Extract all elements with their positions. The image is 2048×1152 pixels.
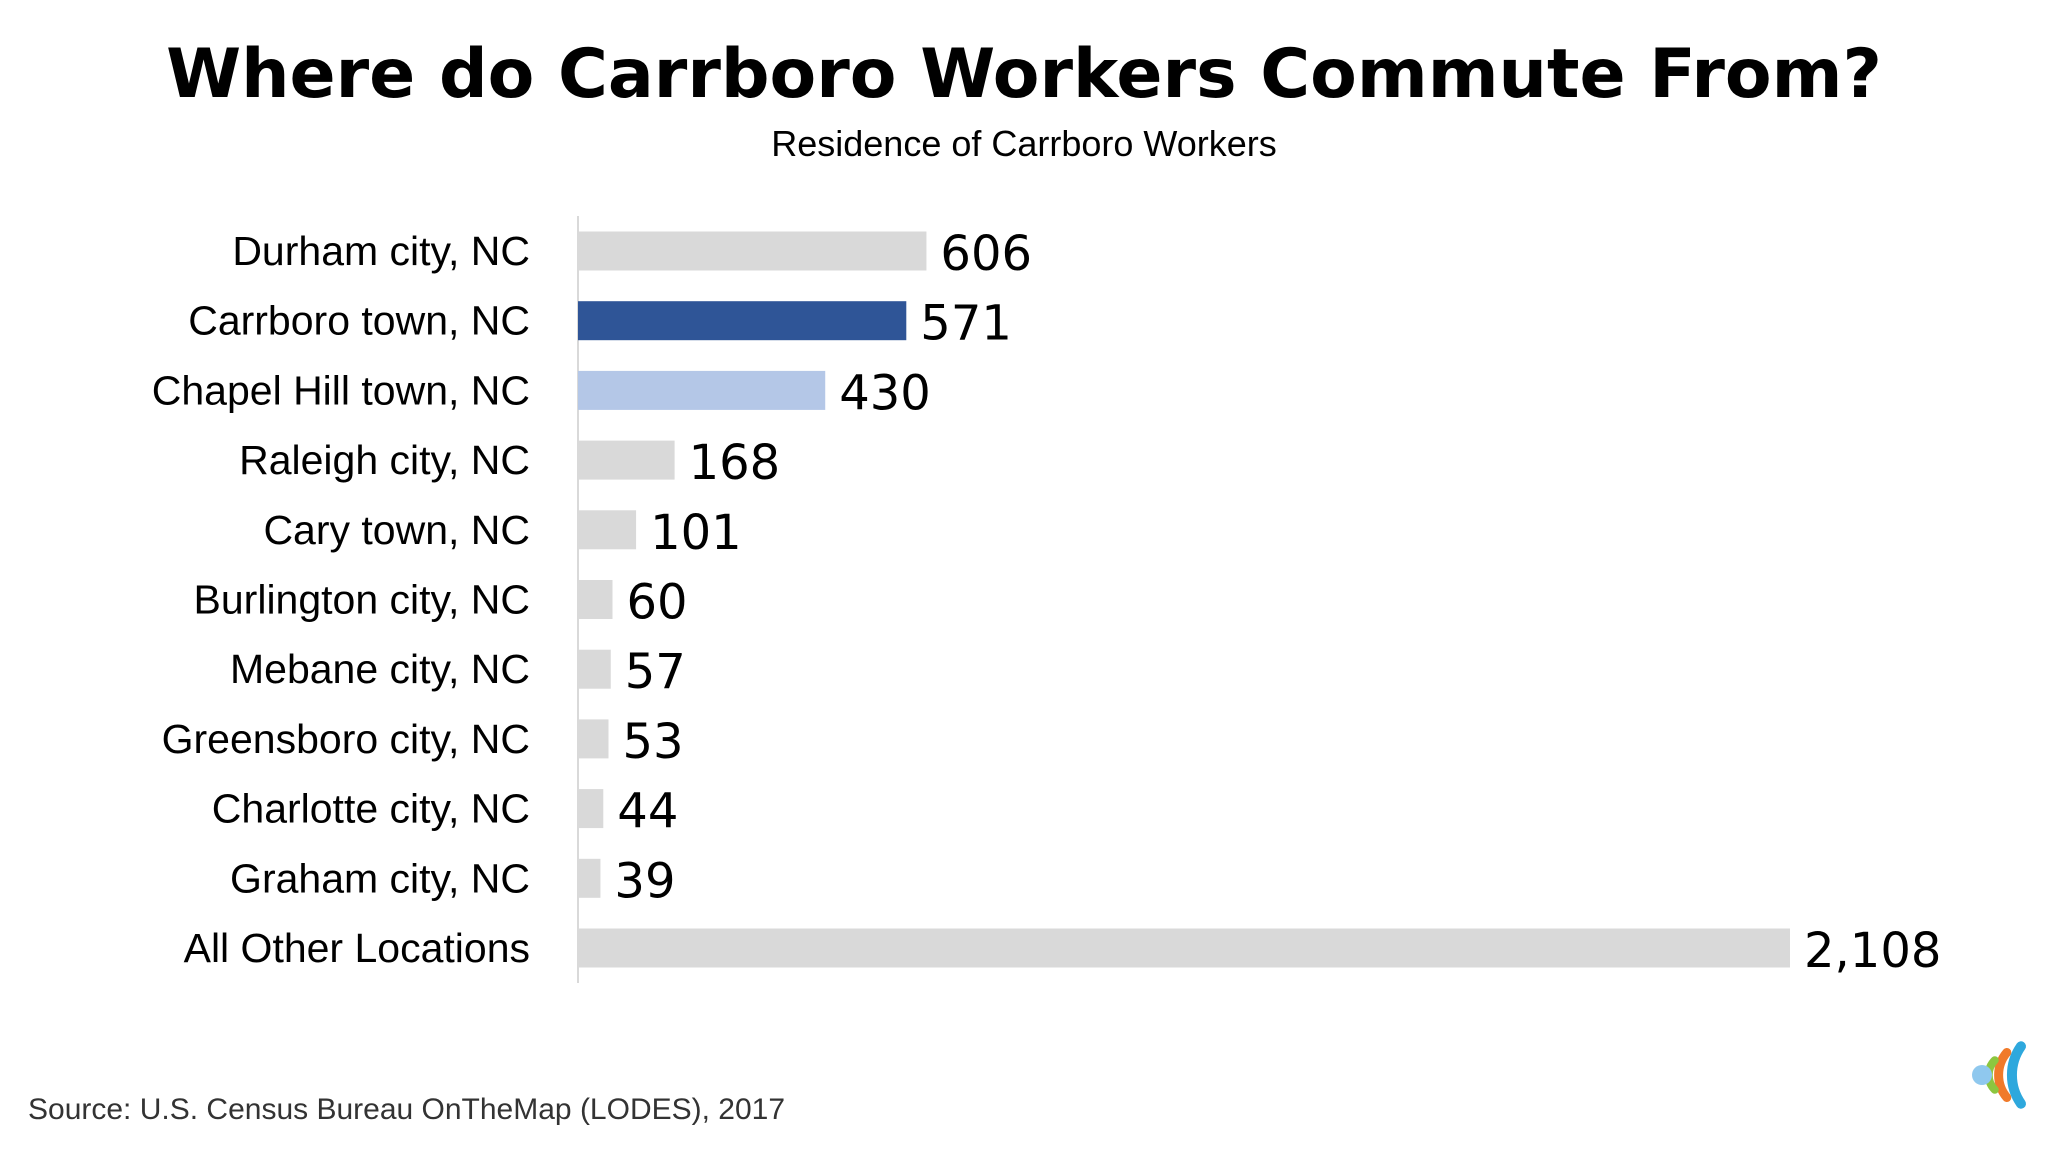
- category-label: Carrboro town, NC: [188, 298, 530, 344]
- data-label: 2,108: [1804, 923, 1941, 979]
- category-label: Chapel Hill town, NC: [152, 367, 530, 413]
- logo-dot: [1972, 1065, 1992, 1085]
- bar: [578, 440, 675, 480]
- bar: [578, 580, 613, 619]
- data-label: 60: [626, 575, 687, 631]
- data-label: 39: [614, 853, 675, 909]
- bar: [578, 928, 1790, 968]
- bar: [578, 858, 601, 898]
- data-label: 44: [617, 784, 678, 840]
- category-label: All Other Locations: [184, 925, 530, 971]
- category-label: Burlington city, NC: [194, 577, 530, 623]
- data-label: 53: [622, 714, 683, 770]
- bar: [578, 719, 609, 759]
- data-label: 57: [625, 644, 686, 700]
- category-label: Durham city, NC: [232, 228, 530, 274]
- bar: [578, 370, 826, 410]
- data-label: 168: [689, 435, 781, 491]
- bar: [578, 231, 927, 271]
- category-label: Charlotte city, NC: [212, 786, 530, 832]
- bar: [578, 510, 637, 550]
- data-label: 606: [940, 226, 1032, 282]
- concentric-c-logo-icon: [1972, 1041, 2026, 1109]
- category-label: Mebane city, NC: [230, 646, 530, 692]
- logo-ring-outer: [2007, 1041, 2026, 1109]
- category-label: Graham city, NC: [230, 855, 530, 901]
- chart-title: Where do Carrboro Workers Commute From?: [166, 35, 1882, 114]
- data-label: 571: [920, 296, 1012, 352]
- category-label: Cary town, NC: [263, 507, 530, 553]
- bar: [578, 301, 907, 341]
- chart-subtitle: Residence of Carrboro Workers: [771, 123, 1277, 164]
- data-label: 430: [839, 365, 931, 421]
- data-label: 101: [650, 505, 742, 561]
- logo-ring-middle: [1994, 1048, 2012, 1102]
- category-label: Raleigh city, NC: [239, 437, 530, 483]
- bar: [578, 649, 611, 689]
- category-label: Greensboro city, NC: [162, 716, 530, 762]
- source-note: Source: U.S. Census Bureau OnTheMap (LOD…: [28, 1093, 786, 1126]
- bar: [578, 789, 604, 829]
